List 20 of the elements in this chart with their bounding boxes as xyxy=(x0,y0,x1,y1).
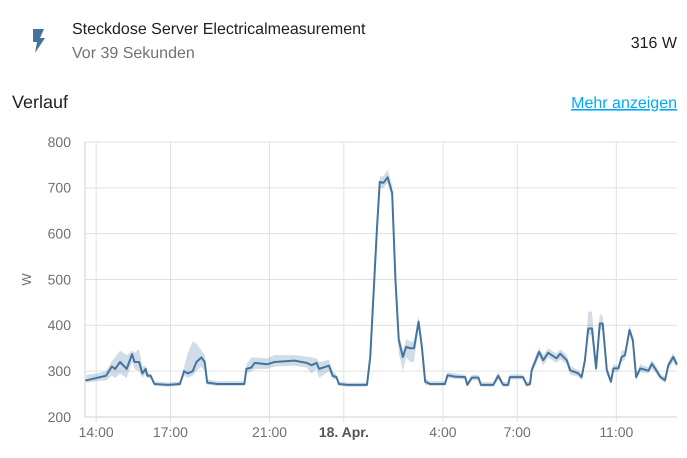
y-tick-label: 500 xyxy=(48,271,72,288)
chart-subtitle: Vor 39 Sekunden xyxy=(72,45,195,62)
text: Mehr anzeigen xyxy=(571,95,677,112)
text: Verlauf xyxy=(12,92,70,112)
x-tick-label: 21:00 xyxy=(252,424,288,440)
text: 316 W xyxy=(630,35,678,52)
y-tick-label: 800 xyxy=(48,134,72,150)
y-tick-label: 600 xyxy=(48,226,72,242)
y-tick-label: 200 xyxy=(48,408,72,425)
chart-title: Steckdose Server Electricalmeasurement xyxy=(72,21,366,38)
y-tick-label: 700 xyxy=(48,180,72,196)
x-tick-label: 14:00 xyxy=(78,424,114,440)
y-tick-label: 400 xyxy=(48,317,72,334)
x-tick-label: 18. Apr. xyxy=(318,424,369,440)
y-tick-label: 300 xyxy=(48,363,72,380)
x-tick-label: 7:00 xyxy=(504,424,532,440)
y-axis-title: W xyxy=(19,272,34,286)
x-tick-label: 17:00 xyxy=(152,424,188,440)
x-tick-label: 11:00 xyxy=(599,424,634,440)
x-tick-label: 4:00 xyxy=(429,424,457,440)
